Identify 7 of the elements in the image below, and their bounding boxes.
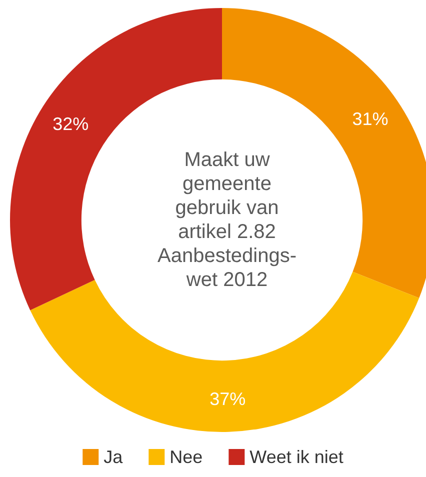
- data-label: 32%: [52, 114, 89, 134]
- text: Maakt uw gemeente gebruik van artikel 2.82 Aanbestedings- wet 2012: [158, 149, 296, 291]
- legend-label: Ja: [104, 447, 124, 467]
- data-label: 37%: [210, 389, 246, 410]
- legend-label: Weet ik niet: [250, 447, 344, 467]
- data-label: 31%: [352, 109, 388, 130]
- legend-label: Nee: [170, 447, 203, 467]
